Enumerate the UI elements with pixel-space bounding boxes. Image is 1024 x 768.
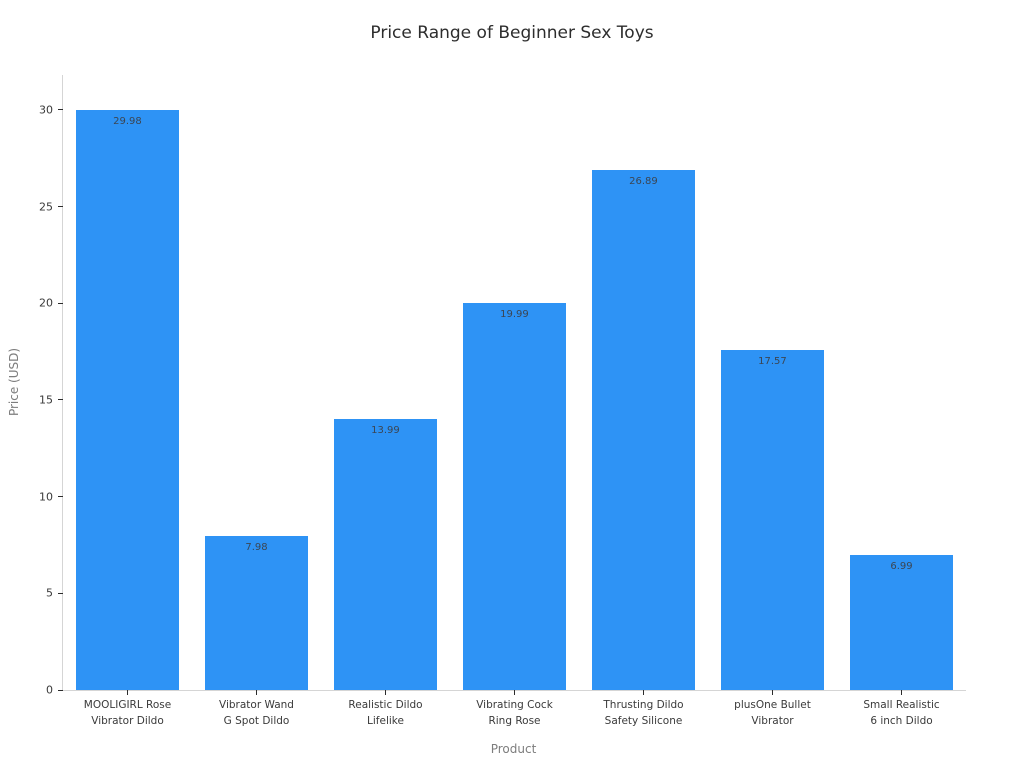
plot-area: 0 5 10 15 20 25 30 29.98 MOOLIGIRL Rose Vibrator … (39, 75, 966, 727)
bar: 26.89 (591, 169, 696, 690)
x-tick-label: Vibrating Cock Ring Rose (476, 698, 553, 730)
bar-value-label: 19.99 (500, 309, 529, 321)
bar: 7.98 (204, 535, 309, 690)
bar: 29.98 (75, 110, 180, 690)
bar: 13.99 (333, 419, 438, 690)
x-tick-label-line: Vibrator Wand (219, 699, 294, 711)
x-tick-label-line: Vibrating Cock (476, 699, 553, 711)
bar-value-label: 6.99 (890, 560, 913, 572)
y-tick-mark (58, 496, 63, 498)
bar: 6.99 (849, 554, 954, 690)
bar-value-label: 13.99 (371, 425, 400, 437)
y-axis-title: Price (USD) (7, 347, 21, 417)
x-tick-label: Vibrator Wand G Spot Dildo (219, 698, 294, 730)
bar-value-label: 17.57 (758, 356, 787, 368)
x-tick-mark (514, 690, 515, 695)
y-tick-mark (58, 302, 63, 304)
bar-value-label: 26.89 (629, 175, 658, 187)
bar-value-label: 7.98 (245, 541, 268, 553)
x-tick-label-line: Vibrator Dildo (91, 714, 164, 727)
x-tick-mark (127, 690, 128, 695)
x-tick-mark (643, 690, 644, 695)
x-tick-label-line: MOOLIGIRL Rose (83, 699, 172, 711)
x-tick-label-line: Small Realistic (863, 699, 940, 711)
chart-title: Price Range of Beginner Sex Toys (370, 23, 654, 43)
x-tick-label-line: Ring Rose (488, 714, 541, 727)
x-tick-label-line: Safety Silicone (604, 714, 683, 727)
y-tick-mark (58, 689, 63, 691)
bar: 19.99 (462, 303, 567, 690)
x-tick-label: plusOne Bullet Vibrator (734, 698, 811, 730)
x-tick-label-line: Lifelike (367, 714, 404, 727)
x-tick-label: Small Realistic 6 inch Dildo (863, 698, 939, 730)
y-tick-label: 25 (39, 200, 53, 213)
x-tick-label-line: 6 inch Dildo (870, 714, 933, 727)
y-tick-mark (58, 592, 63, 594)
x-tick-label-line: Vibrator (751, 714, 794, 727)
x-tick-label-line: G Spot Dildo (223, 714, 290, 727)
x-tick-label: Thrusting Dildo Safety Silicone (603, 698, 683, 730)
y-tick-label: 30 (39, 103, 53, 117)
x-tick-label: Realistic Dildo Lifelike (348, 698, 422, 730)
x-tick-mark (772, 690, 773, 695)
x-tick-label-line: plusOne Bullet (734, 699, 811, 711)
bar-value-label: 29.98 (113, 116, 142, 128)
y-tick-label: 20 (39, 296, 53, 310)
x-tick-mark (385, 690, 386, 695)
bar: 17.57 (720, 350, 825, 690)
x-tick-label: MOOLIGIRL Rose Vibrator Dildo (84, 698, 171, 730)
x-tick-mark (901, 690, 902, 695)
y-tick-label: 15 (39, 393, 53, 407)
x-tick-mark (256, 690, 257, 695)
x-tick-label-line: Realistic Dildo (348, 699, 423, 711)
x-tick-label-line: Thrusting Dildo (603, 699, 684, 711)
y-tick-label: 5 (46, 586, 53, 600)
x-axis-title: Product (490, 742, 537, 756)
y-tick-mark (58, 109, 63, 111)
y-tick-label: 0 (46, 683, 53, 697)
y-tick-label: 10 (39, 490, 53, 504)
y-tick-mark (58, 206, 63, 207)
y-tick-mark (58, 399, 63, 401)
